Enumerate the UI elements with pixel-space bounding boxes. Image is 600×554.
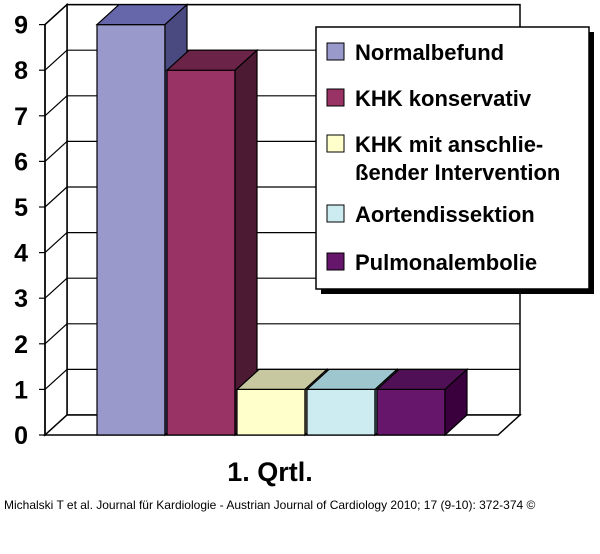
gridline-side [44,368,68,390]
x-category-label: 1. Qrtl. [227,457,313,487]
y-tick-label: 3 [14,285,28,313]
legend [315,26,590,290]
legend-swatch [326,134,345,153]
legend-label: Aortendissektion [355,202,535,227]
y-tick-label: 2 [14,331,28,359]
y-tick-label: 9 [14,12,28,40]
y-tick-label: 0 [14,422,28,450]
gridline-side [44,140,68,162]
y-tick-label: 8 [14,57,28,85]
legend-swatch [326,204,345,223]
legend-label: KHK mit anschlie-ßender Intervention [355,132,560,185]
gridline-side [44,277,68,299]
legend-label: KHK konservativ [355,86,532,111]
gridline-side [44,323,68,345]
legend-label: Normalbefund [355,40,504,65]
y-tick-label: 5 [14,194,28,222]
y-tick-label: 6 [14,148,28,176]
gridline-side [44,232,68,254]
bar-front [236,388,306,436]
y-tick-label: 7 [14,103,28,131]
bar-front [376,388,446,436]
bar-chart: 0 1 2 3 4 5 6 7 8 9 1. Qrtl. Normalbefund KHK konser… [14,2,594,487]
legend-swatch [326,88,345,107]
y-tick-label: 4 [14,240,28,268]
source-caption: Michalski T et al. Journal für Kardiolog… [4,498,536,512]
bar-front [96,24,166,436]
gridline-side [44,4,68,26]
legend-swatch [326,42,345,61]
y-tick-label: 1 [14,376,28,404]
bar-front [166,69,236,436]
gridline-side [44,186,68,208]
legend-swatch [326,252,345,271]
legend-label: Pulmonalembolie [355,250,537,275]
side-wall [44,2,68,437]
gridline-side [44,95,68,117]
gridline-side [44,49,68,71]
bar-front [306,388,376,436]
bar-side [444,368,468,437]
